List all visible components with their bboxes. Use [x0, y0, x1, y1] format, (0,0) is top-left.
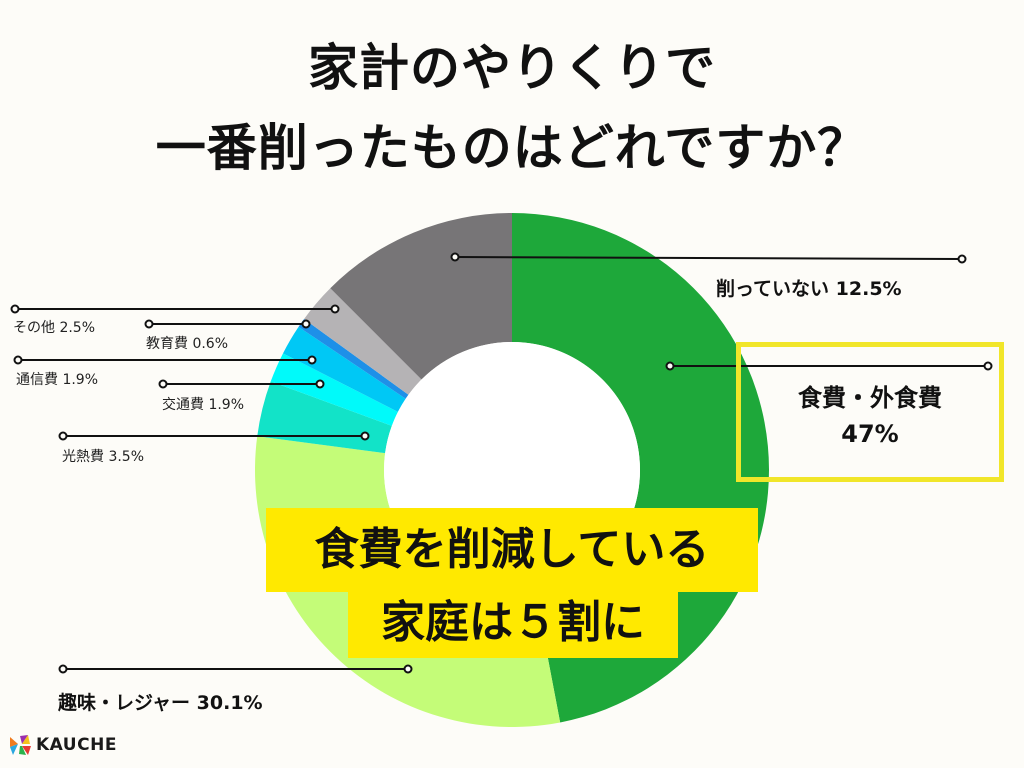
- callout-line1: 食費を削減している: [266, 508, 758, 592]
- highlight-value: 47%: [841, 420, 899, 448]
- label-other: その他 2.5%: [13, 320, 96, 336]
- kauche-logo-icon: [10, 735, 31, 755]
- donut-slice: [270, 353, 398, 426]
- label-hobby: 趣味・レジャー 30.1%: [58, 692, 263, 714]
- kauche-logo: KAUCHE: [10, 735, 117, 755]
- label-telecom: 通信費 1.9%: [16, 372, 99, 388]
- kauche-logo-text: KAUCHE: [36, 735, 117, 755]
- highlight-box: [736, 342, 1004, 482]
- chart-title-line1: 家計のやりくりで: [308, 39, 716, 97]
- label-education: 教育費 0.6%: [146, 336, 229, 352]
- chart-title-line2: 一番削ったものはどれですか？: [155, 119, 869, 177]
- donut-slice: [298, 318, 409, 399]
- callout-line2: 家庭は５割に: [348, 592, 678, 658]
- leader-lines: [10, 252, 993, 674]
- label-transport: 交通費 1.9%: [162, 397, 245, 413]
- label-utilities: 光熱費 3.5%: [62, 449, 145, 465]
- donut-slice: [283, 326, 406, 412]
- highlight-label: 食費・外食費: [798, 384, 942, 412]
- label-not-cut: 削っていない 12.5%: [716, 278, 902, 300]
- donut-slice: [304, 288, 422, 395]
- donut-slice: [330, 213, 512, 380]
